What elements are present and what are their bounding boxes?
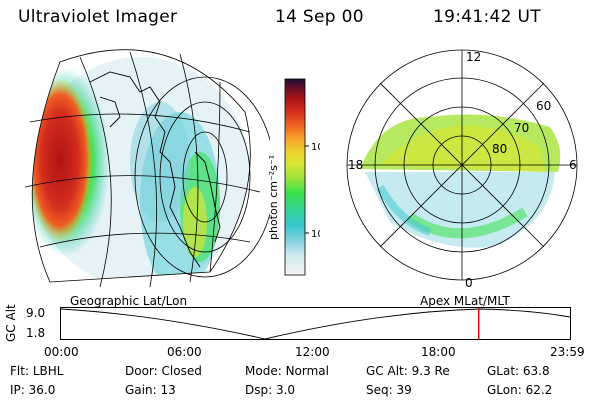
lat-label-80: 80 <box>492 142 507 156</box>
colorbar: 100 10 photon cm⁻²s⁻¹ <box>267 78 320 276</box>
geographic-label: Geographic Lat/Lon <box>70 294 188 308</box>
time-label: 19:41:42 UT <box>433 7 541 27</box>
x-tick-2359: 23:59 <box>550 345 585 359</box>
lat-label-60: 60 <box>536 99 551 113</box>
colorbar-tick-100: 100 <box>311 142 320 153</box>
y-tick-1-8: 1.8 <box>26 326 46 340</box>
altitude-curve <box>60 308 571 340</box>
footer-seq: Seq: 39 <box>366 383 412 397</box>
footer-ip: IP: 36.0 <box>10 383 56 397</box>
footer-dsp: Dsp: 3.0 <box>245 383 296 397</box>
footer-mode: Mode: Normal <box>245 364 329 378</box>
mlt-label-6: 6 <box>569 158 577 172</box>
x-tick-0600: 06:00 <box>167 345 202 359</box>
colorbar-unit-label: photon cm⁻²s⁻¹ <box>267 155 280 240</box>
x-tick-0000: 00:00 <box>44 345 79 359</box>
footer-flt: Flt: LBHL <box>10 364 64 378</box>
date-label: 14 Sep 00 <box>275 7 364 27</box>
x-tick-1200: 12:00 <box>295 345 330 359</box>
footer-gain: Gain: 13 <box>125 383 176 397</box>
mlt-label-18: 18 <box>348 158 363 172</box>
mlt-label-12: 12 <box>466 50 481 64</box>
footer-door: Door: Closed <box>125 364 202 378</box>
instrument-title: Ultraviolet Imager <box>18 7 178 27</box>
timeline-axis-title: GC Alt <box>4 304 18 342</box>
footer-glon: GLon: 62.2 <box>487 383 553 397</box>
y-tick-9: 9.0 <box>26 306 46 320</box>
mlt-label-0: 0 <box>465 276 473 290</box>
footer-gc-alt: GC Alt: 9.3 Re <box>366 364 450 378</box>
colorbar-gradient <box>284 78 306 276</box>
geographic-globe-image <box>24 49 270 288</box>
colorbar-tick-10: 10 <box>311 229 320 240</box>
x-tick-1800: 18:00 <box>421 345 456 359</box>
polar-mlat-mlt-plot: 12 18 6 0 60 70 80 <box>346 49 578 290</box>
footer-glat: GLat: 63.8 <box>487 364 550 378</box>
lat-label-70: 70 <box>514 121 529 135</box>
timeline-plot <box>60 307 571 340</box>
apex-label: Apex MLat/MLT <box>420 294 510 308</box>
